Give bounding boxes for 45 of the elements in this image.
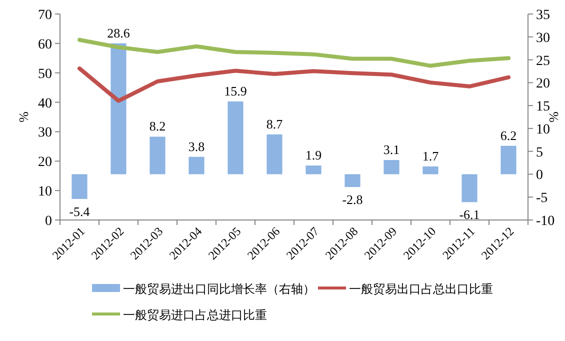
y-axis-title: % <box>16 111 31 122</box>
legend-label: 一般贸易出口占总出口比重 <box>349 282 493 296</box>
y-tick-label: 50 <box>38 66 52 82</box>
y-tick-label: 70 <box>38 8 52 23</box>
y-tick-label: 30 <box>38 126 52 141</box>
data-label: 3.8 <box>188 138 205 154</box>
y2-tick-label: 5 <box>536 145 543 160</box>
legend-label: 一般贸易进出口同比增长率（右轴） <box>123 282 315 296</box>
bar <box>306 166 322 174</box>
y2-tick-label: 35 <box>536 8 550 23</box>
bar <box>228 101 244 174</box>
y-tick-label: 40 <box>38 96 52 112</box>
bar <box>462 174 478 202</box>
data-label: 8.7 <box>266 116 284 132</box>
data-label: -5.4 <box>69 204 90 219</box>
y-tick-label: 10 <box>38 184 52 200</box>
y2-tick-label: 25 <box>536 54 550 69</box>
y-tick-label: 20 <box>38 155 52 170</box>
bar <box>500 146 516 174</box>
data-label: 1.7 <box>422 148 440 164</box>
bar <box>344 174 360 188</box>
data-label: 3.1 <box>383 142 400 158</box>
y2-tick-label: 10 <box>536 122 550 138</box>
data-label: 6.2 <box>500 128 517 143</box>
data-label: 8.2 <box>149 118 166 134</box>
bar <box>72 174 88 199</box>
y2-tick-label: 0 <box>536 168 543 184</box>
y-tick-label: 0 <box>45 214 52 229</box>
bar <box>110 43 126 174</box>
data-label: 28.6 <box>107 25 130 40</box>
legend-label: 一般贸易进口占总进口比重 <box>123 308 267 322</box>
bar <box>188 156 204 174</box>
bar <box>266 134 282 174</box>
data-label: -6.1 <box>459 207 480 222</box>
y-tick-label: 60 <box>38 37 52 52</box>
bar <box>384 160 400 174</box>
y2-tick-label: 20 <box>536 76 550 92</box>
y2-tick-label: -5 <box>536 191 548 206</box>
bar <box>150 136 166 174</box>
data-label: 1.9 <box>305 148 322 163</box>
data-label: 15.9 <box>224 83 247 98</box>
data-label: -2.8 <box>342 192 363 208</box>
bar <box>422 166 438 174</box>
y2-tick-label: -10 <box>536 214 555 229</box>
y2-tick-label: 30 <box>536 30 550 46</box>
